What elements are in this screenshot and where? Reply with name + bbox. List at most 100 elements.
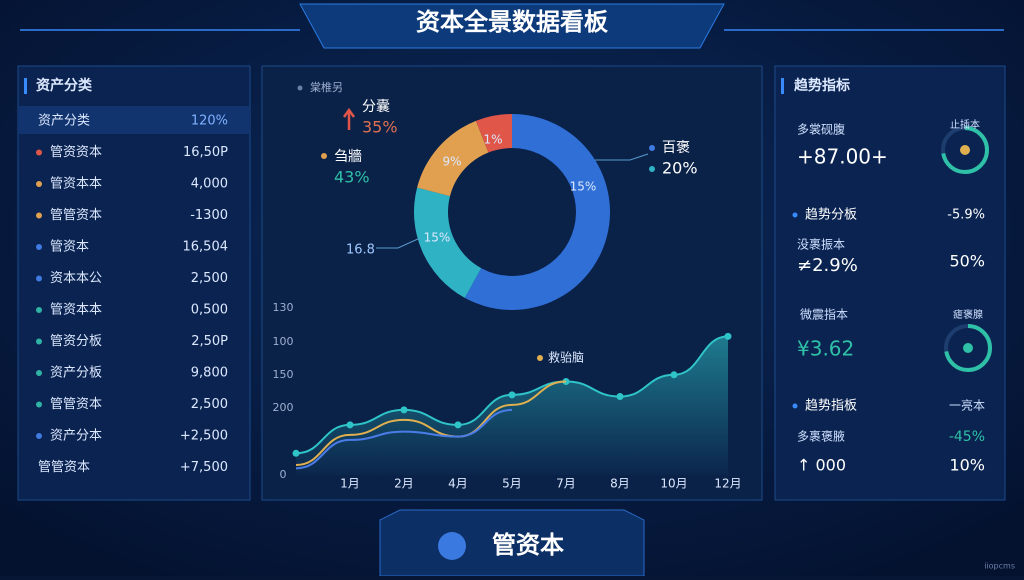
indicator-text: 趋势指板 xyxy=(805,398,857,414)
row-name: 管管资本 xyxy=(38,460,90,475)
line-point xyxy=(616,393,624,401)
row-value: +7,500 xyxy=(180,460,228,475)
row-dot xyxy=(36,401,42,408)
row-name: 管资本本 xyxy=(50,303,102,318)
row-dot xyxy=(36,275,42,282)
brand-logo xyxy=(438,532,466,560)
donut-segment xyxy=(475,114,512,153)
donut-annotation: 35% xyxy=(362,118,398,137)
x-tick-label: 8月 xyxy=(610,477,630,491)
title-bar xyxy=(781,78,784,94)
segment-label: 9% xyxy=(442,155,461,169)
x-tick-label: 1月 xyxy=(340,477,360,491)
donut-annotation: 16.8 xyxy=(346,243,375,258)
bullet xyxy=(792,212,798,218)
row-value: 2,500 xyxy=(191,397,228,412)
line-point xyxy=(508,391,516,399)
indicator-text: 没裹振本 xyxy=(797,237,845,252)
row-value: 120% xyxy=(191,114,228,129)
x-tick-label: 4月 xyxy=(448,477,468,491)
x-tick-label: 2月 xyxy=(394,477,414,491)
indicator-text: 趋势分板 xyxy=(805,207,857,223)
y-tick-label: 150 xyxy=(273,368,294,381)
annotation-dot xyxy=(649,166,655,172)
row-name: 管资资本 xyxy=(50,145,102,160)
row-name: 资产分类 xyxy=(38,114,90,129)
line-point xyxy=(670,371,678,379)
row-value: 4,000 xyxy=(191,177,228,192)
donut-annotation: 刍牆 xyxy=(334,149,362,165)
header-plate xyxy=(299,3,725,49)
row-value: 0,500 xyxy=(191,303,228,318)
donut-annotation: 43% xyxy=(334,168,370,187)
bullet xyxy=(792,403,798,409)
title-bar xyxy=(24,78,27,94)
indicator-text: 多裳砚腹 xyxy=(797,123,845,137)
row-value: 16,504 xyxy=(183,240,229,255)
left-panel xyxy=(17,65,251,501)
header-title: 资本全景数据看板 xyxy=(416,8,609,36)
indicator-text: +87.00+ xyxy=(797,145,888,169)
x-tick-label: 5月 xyxy=(502,477,522,491)
row-value: 9,800 xyxy=(191,366,228,381)
indicator-text: 一亮本 xyxy=(949,398,985,413)
row-dot xyxy=(36,307,42,313)
line-legend: 救骀脑 xyxy=(548,350,584,365)
indicator-text: ↑ 000 xyxy=(797,456,846,475)
indicator-text: 微震指本 xyxy=(800,307,848,322)
row-dot xyxy=(36,149,42,156)
y-tick-label: 0 xyxy=(280,468,287,481)
row-dot xyxy=(36,244,42,250)
segment-label: 15% xyxy=(570,180,597,194)
indicator-text: -5.9% xyxy=(947,208,985,223)
y-tick-label: 100 xyxy=(273,335,294,348)
row-dot xyxy=(36,181,42,187)
donut-annotation: 分囊 xyxy=(362,98,390,115)
footer-brand: 管资本 xyxy=(492,531,564,559)
donut-subtitle: 棠椎另 xyxy=(310,80,343,94)
donut-segment xyxy=(464,114,610,311)
row-name: 管资本本 xyxy=(50,177,102,192)
line-point xyxy=(454,421,462,429)
leader-line xyxy=(376,153,649,249)
x-tick-label: 10月 xyxy=(660,477,687,491)
annotation-dot xyxy=(321,153,327,159)
line-point xyxy=(346,421,354,429)
gauge-arc xyxy=(941,126,989,174)
segment-label: 15% xyxy=(424,231,451,245)
line xyxy=(295,408,513,470)
indicator-text: 止插本 xyxy=(950,118,980,131)
row-name: 资产分本 xyxy=(50,429,102,444)
left-title: 资产分类 xyxy=(36,77,93,94)
x-tick-label: 12月 xyxy=(714,477,741,491)
row-name: 管资本 xyxy=(50,240,89,255)
row-value: 2,500 xyxy=(191,271,228,286)
indicator-text: ≠2.9% xyxy=(797,255,858,276)
row-dot xyxy=(36,370,42,376)
row-value: 16,50P xyxy=(183,145,228,160)
row-value: +2,500 xyxy=(180,429,228,444)
donut-annotation: 20% xyxy=(662,159,698,178)
donut-segment xyxy=(417,120,489,197)
row-name: 管资分板 xyxy=(50,334,102,349)
gauge-arc xyxy=(944,324,992,372)
line-point xyxy=(292,449,300,457)
row-name: 管管资本 xyxy=(50,208,102,223)
right-panel xyxy=(774,65,1006,501)
indicator-text: 瘧褒腺 xyxy=(953,308,983,321)
legend-dot xyxy=(297,85,303,91)
annotation-arrow xyxy=(342,107,356,130)
line xyxy=(295,380,567,466)
watermark: iiopcms xyxy=(984,562,1015,571)
row-name: 资本本公 xyxy=(50,271,102,286)
indicator-text: ¥3.62 xyxy=(797,337,854,361)
annotation-dot xyxy=(649,145,655,151)
donut-annotation: 百褒 xyxy=(662,140,690,156)
row-name: 管管资本 xyxy=(50,397,102,412)
indicator-text: -45% xyxy=(949,429,985,445)
gauge-icon xyxy=(960,145,970,155)
y-tick-label: 200 xyxy=(273,401,294,414)
row-dot xyxy=(36,433,42,439)
